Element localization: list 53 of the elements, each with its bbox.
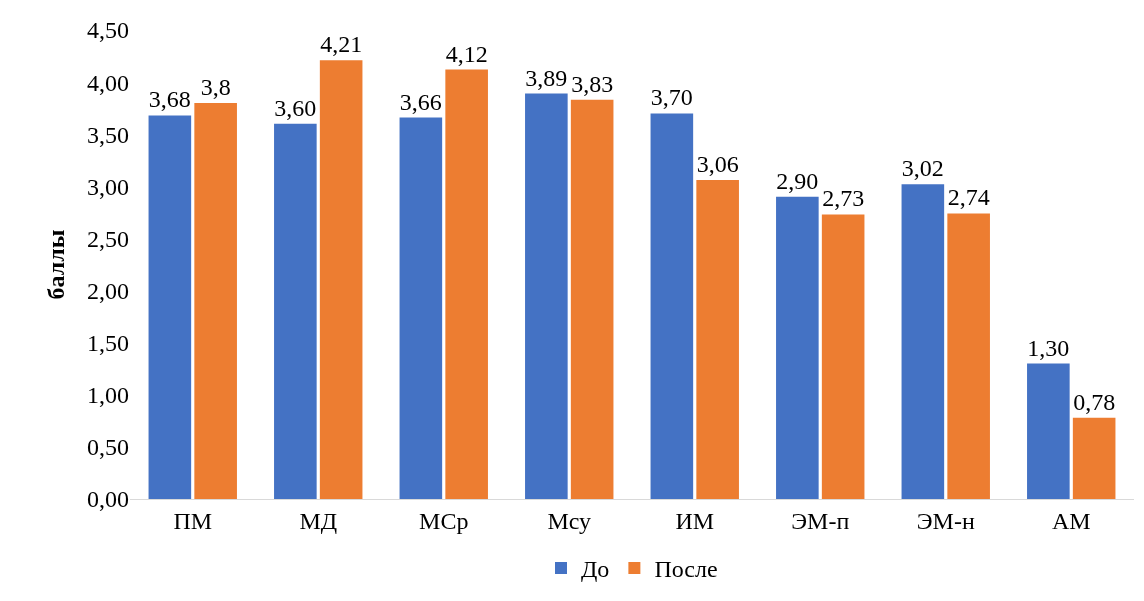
- bar: [525, 93, 568, 499]
- bar: [776, 196, 819, 499]
- bar: [1027, 363, 1070, 499]
- data-label: 3,83: [571, 70, 614, 97]
- bar: [821, 214, 865, 499]
- bar: [148, 115, 192, 499]
- y-tick-label: 2,50: [87, 225, 129, 252]
- data-label: 3,70: [650, 84, 693, 111]
- data-label: 2,73: [822, 185, 865, 212]
- legend-label: До: [581, 556, 610, 583]
- bar: [947, 213, 990, 499]
- x-tick-label: ИМ: [675, 507, 715, 534]
- data-label: 4,21: [320, 31, 363, 58]
- y-tick-label: 4,00: [87, 69, 129, 96]
- data-label: 3,60: [274, 94, 317, 121]
- data-label: 4,12: [445, 40, 488, 67]
- data-label: 3,06: [696, 151, 739, 178]
- data-label: 1,30: [1027, 334, 1070, 361]
- bar: [274, 123, 317, 499]
- data-label: 3,68: [148, 86, 191, 113]
- x-tick-label: МД: [299, 507, 338, 534]
- data-label: 3,8: [200, 73, 231, 100]
- data-label: 2,74: [947, 184, 990, 211]
- y-axis-title: баллы: [43, 229, 70, 300]
- y-tick-label: 4,50: [87, 17, 129, 44]
- data-label: 0,78: [1073, 388, 1116, 415]
- y-tick-label: 3,00: [87, 173, 129, 200]
- legend-label: После: [654, 556, 718, 583]
- data-label: 2,90: [776, 167, 819, 194]
- x-tick-label: МСр: [419, 507, 469, 534]
- bar: [399, 117, 443, 499]
- x-tick-label: АМ: [1051, 507, 1091, 534]
- y-tick-label: 1,50: [87, 330, 129, 357]
- bar: [194, 102, 237, 499]
- x-tick-label: Мсу: [547, 507, 592, 534]
- bar: [570, 99, 614, 499]
- y-tick-label: 0,00: [87, 486, 129, 513]
- bar: [650, 113, 694, 499]
- bar: [445, 69, 488, 499]
- data-label: 3,89: [525, 64, 568, 91]
- y-tick-label: 1,00: [87, 382, 129, 409]
- bar: [696, 180, 739, 499]
- x-tick-label: ЭМ-н: [916, 507, 975, 534]
- x-tick-label: ЭМ-п: [791, 507, 850, 534]
- data-label: 3,66: [399, 88, 442, 115]
- y-tick-label: 3,50: [87, 121, 129, 148]
- bar: [319, 60, 363, 499]
- bar: [901, 184, 945, 499]
- y-tick-label: 0,50: [87, 434, 129, 461]
- data-label: 3,02: [901, 155, 944, 182]
- x-tick-label: ПМ: [173, 507, 213, 534]
- bar: [1072, 417, 1116, 499]
- y-tick-label: 2,00: [87, 277, 129, 304]
